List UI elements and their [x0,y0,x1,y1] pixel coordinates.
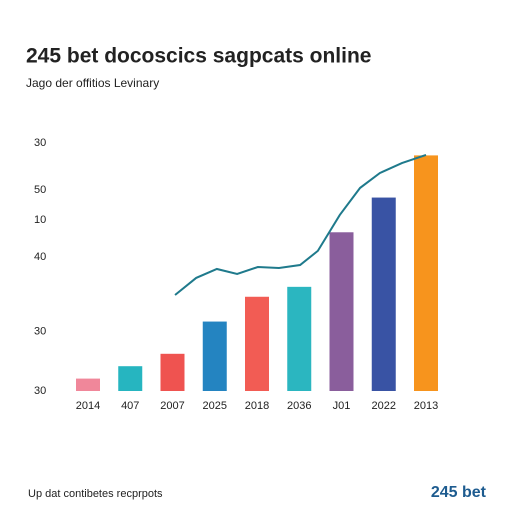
x-tick-label: 2022 [372,400,396,412]
bar [371,197,396,391]
trend-line [174,153,427,296]
x-tick-label: 2025 [203,400,227,412]
bar [287,286,312,391]
y-tick-label: 30 [34,385,46,397]
x-tick-label: 2014 [76,400,100,412]
bar [245,296,269,391]
x-tick-label: J01 [333,400,351,412]
x-tick-label: 2018 [245,400,269,412]
footer-brand: 245 bet [431,484,487,501]
chart-subtitle: Jago der offitios Levinary [26,76,159,90]
chart-title: 245 bet docoscics sagpcats online [26,45,371,68]
y-tick-label: 50 [34,184,46,196]
x-tick-label: 2013 [414,400,438,412]
bar [329,232,354,391]
x-tick-label: 2007 [160,400,184,412]
bar [160,353,185,391]
x-tick-label: 407 [121,400,139,412]
y-tick-label: 30 [34,137,46,149]
bar [414,155,438,391]
bar [118,366,143,391]
y-tick-label: 10 [34,214,46,226]
x-tick-label: 2036 [287,400,311,412]
y-tick-label: 40 [34,251,46,263]
footer-note: Up dat contibetes recprpots [28,488,163,500]
bar [76,378,100,391]
bar [202,321,227,391]
y-tick-label: 30 [34,325,46,337]
